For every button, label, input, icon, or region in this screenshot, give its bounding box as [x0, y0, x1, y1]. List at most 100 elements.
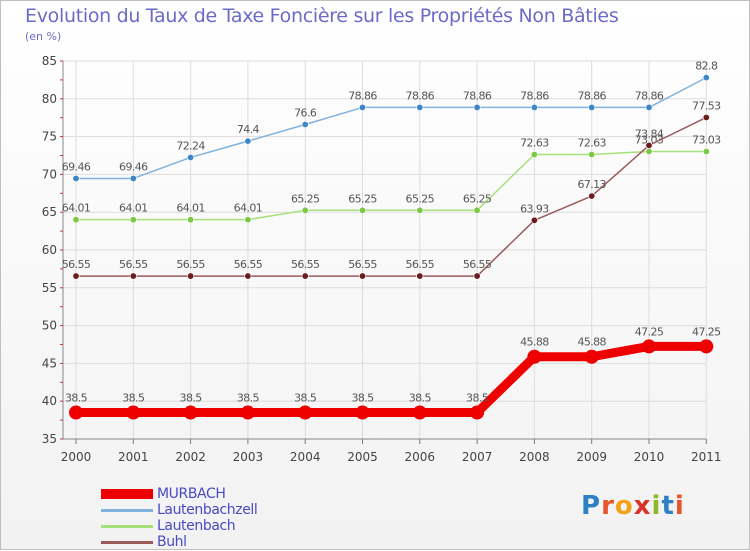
data-point-lautenbachzell	[702, 74, 710, 82]
y-tick-label: 60	[42, 243, 57, 257]
data-point-lautenbach	[702, 147, 710, 155]
data-point-lautenbachzell	[416, 103, 424, 111]
x-tick-label: 2008	[519, 450, 550, 464]
data-label: 63.93	[520, 202, 549, 215]
data-point-lautenbachzell	[129, 174, 137, 182]
data-point-lautenbach	[301, 206, 309, 214]
data-point-buhl	[244, 272, 252, 280]
data-point-lautenbach	[530, 151, 538, 159]
x-tick-label: 2004	[290, 450, 321, 464]
data-label: 72.63	[577, 137, 606, 150]
data-point-lautenbach	[473, 206, 481, 214]
legend-label: Lautenbach	[157, 518, 236, 534]
legend-label: MURBACH	[157, 486, 226, 502]
data-label: 77.53	[692, 99, 721, 112]
data-label: 82.8	[695, 60, 718, 73]
x-tick-label: 2003	[233, 450, 264, 464]
data-point-buhl	[645, 141, 653, 149]
series-line-lautenbach	[75, 150, 708, 221]
y-tick-label: 45	[42, 356, 57, 370]
data-point-lautenbach	[358, 206, 366, 214]
y-tick-label: 65	[42, 205, 57, 219]
data-label: 65.25	[463, 192, 492, 205]
data-point-lautenbach	[244, 216, 252, 224]
data-label: 73.03	[692, 133, 721, 146]
data-label: 78.86	[406, 89, 435, 102]
x-tick-label: 2007	[462, 450, 493, 464]
y-tick-label: 55	[42, 281, 57, 295]
data-label: 67.13	[577, 178, 606, 191]
proxiti-logo: Proxiti	[581, 491, 685, 521]
data-label: 56.55	[406, 258, 435, 271]
data-point-lautenbachzell	[530, 103, 538, 111]
x-tick-label: 2001	[118, 450, 149, 464]
data-point-lautenbach	[187, 216, 195, 224]
data-label: 64.01	[176, 202, 205, 215]
data-point-lautenbachzell	[473, 103, 481, 111]
data-point-murbach	[584, 349, 599, 364]
data-label: 73.84	[635, 127, 664, 140]
data-label: 56.55	[348, 258, 377, 271]
data-label: 38.5	[466, 392, 489, 405]
data-label: 38.5	[409, 392, 432, 405]
data-point-murbach	[183, 405, 198, 420]
legend-swatch	[101, 524, 153, 528]
series-line-murbach	[71, 341, 711, 418]
y-tick-label: 70	[42, 167, 57, 181]
data-point-buhl	[358, 272, 366, 280]
data-label: 38.5	[122, 392, 145, 405]
data-label: 47.25	[635, 325, 664, 338]
y-axis-unit-label: (en %)	[25, 30, 62, 43]
chart-title: Evolution du Taux de Taxe Foncière sur l…	[25, 5, 619, 27]
data-label: 38.5	[351, 392, 374, 405]
x-tick-label: 2009	[576, 450, 607, 464]
y-tick-label: 50	[42, 319, 57, 333]
data-point-murbach	[240, 405, 255, 420]
chart-legend: MURBACH Lautenbachzell Lautenbach Buhl	[101, 486, 258, 550]
data-label: 56.55	[234, 258, 263, 271]
legend-item-lautenbachzell: Lautenbachzell	[101, 502, 258, 518]
data-point-lautenbach	[645, 147, 653, 155]
data-point-buhl	[129, 272, 137, 280]
y-tick-label: 85	[42, 54, 57, 68]
data-point-buhl	[473, 272, 481, 280]
data-label: 38.5	[65, 392, 88, 405]
data-label: 38.5	[294, 392, 317, 405]
data-label: 78.86	[463, 89, 492, 102]
legend-item-buhl: Buhl	[101, 534, 257, 550]
x-tick-label: 2010	[634, 450, 665, 464]
data-point-murbach	[527, 349, 542, 364]
x-tick-label: 2006	[405, 450, 436, 464]
legend-swatch	[101, 540, 153, 544]
data-label: 38.5	[237, 392, 260, 405]
data-label: 56.55	[291, 258, 320, 271]
data-point-buhl	[416, 272, 424, 280]
series-line-lautenbachzell	[75, 76, 708, 180]
data-label: 47.25	[692, 325, 721, 338]
data-point-murbach	[355, 405, 370, 420]
data-point-buhl	[72, 272, 80, 280]
data-point-murbach	[69, 405, 83, 420]
y-tick-label: 75	[42, 130, 57, 144]
data-label: 56.55	[463, 258, 492, 271]
data-label: 45.88	[520, 336, 549, 349]
data-label: 76.6	[294, 107, 317, 120]
data-point-buhl	[187, 272, 195, 280]
x-tick-label: 2000	[61, 450, 92, 464]
data-point-lautenbachzell	[301, 121, 309, 129]
data-point-lautenbach	[72, 216, 80, 224]
legend-label: Lautenbachzell	[157, 502, 258, 518]
data-point-murbach	[298, 405, 313, 420]
data-label: 74.4	[237, 123, 260, 136]
data-label: 64.01	[62, 202, 91, 215]
data-label: 69.46	[62, 160, 91, 173]
data-label: 56.55	[176, 258, 205, 271]
x-tick-label: 2005	[347, 450, 378, 464]
data-point-murbach	[699, 339, 714, 354]
data-point-lautenbachzell	[244, 137, 252, 145]
data-label: 65.25	[406, 192, 435, 205]
data-label: 78.86	[348, 89, 377, 102]
data-point-lautenbachzell	[187, 153, 195, 161]
